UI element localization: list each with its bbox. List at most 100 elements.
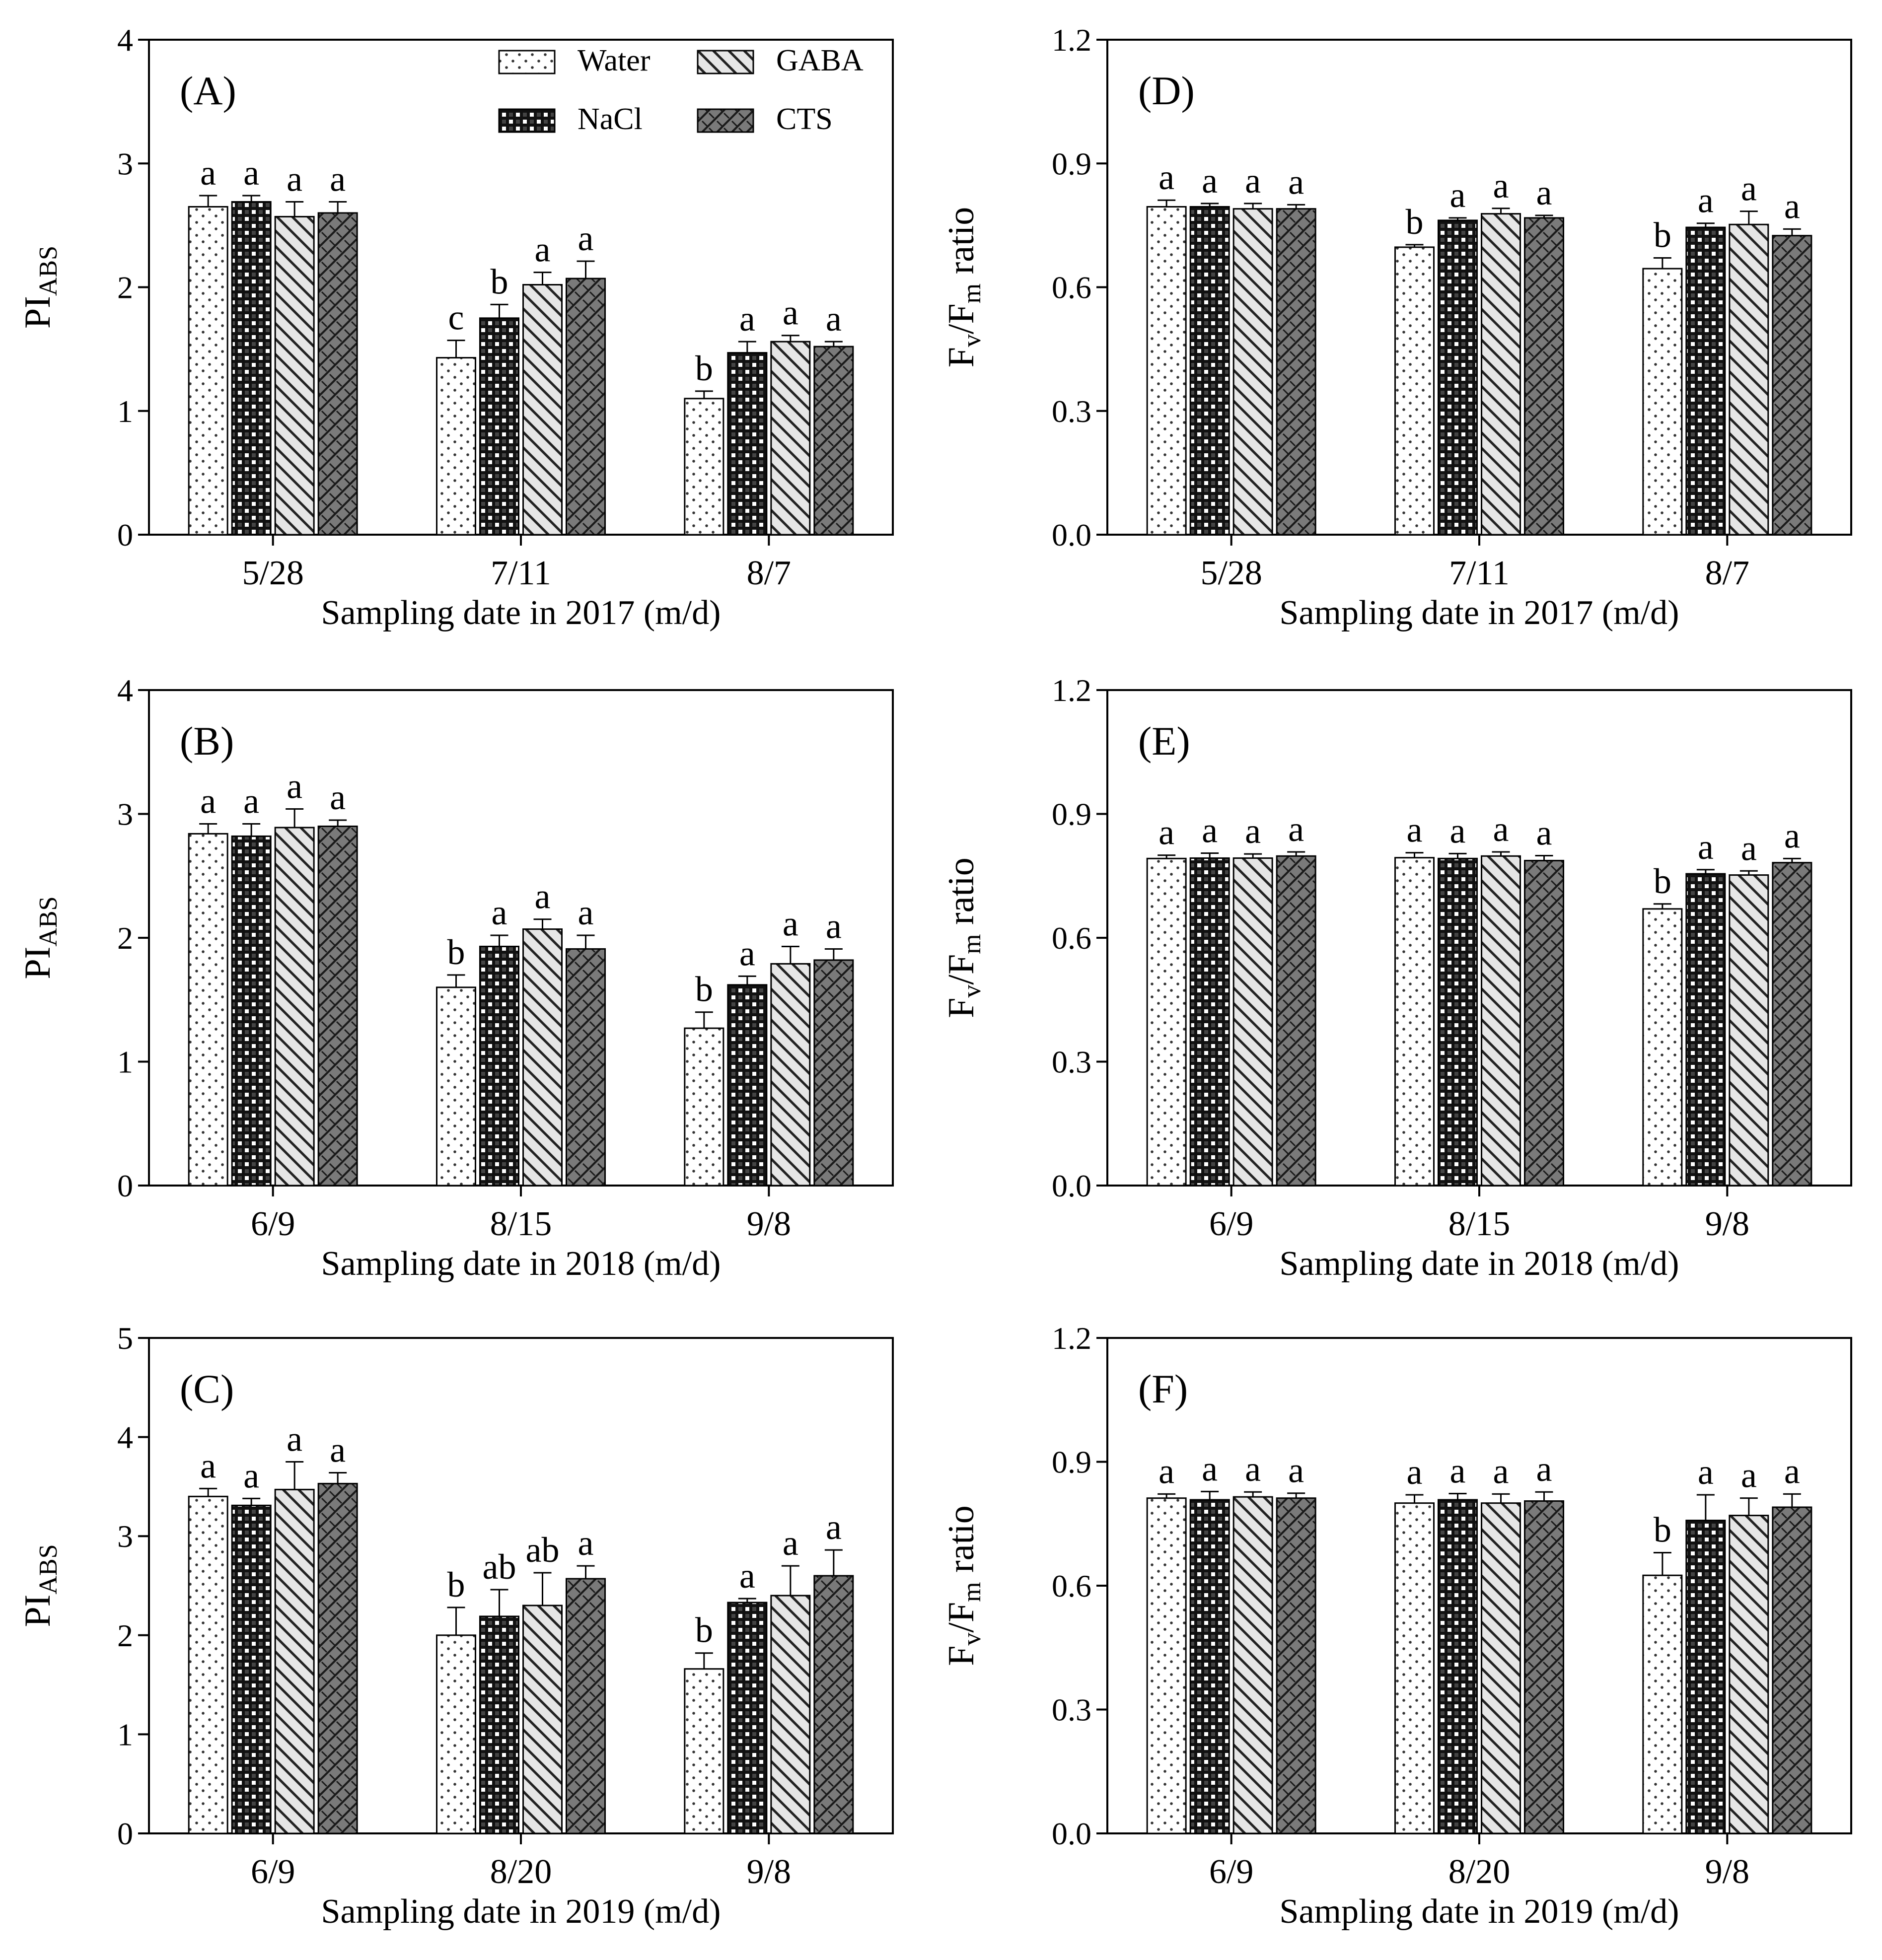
significance-letter: a [1158,813,1174,852]
bar-water [684,398,724,536]
bar-gaba [770,963,811,1187]
significance-letter: a [287,1419,302,1459]
significance-letter: a [1741,828,1757,868]
y-tick-label: 0.9 [1052,146,1091,181]
y-tick-label: 1 [117,1045,133,1080]
y-tick-label: 0.6 [1052,920,1091,956]
bar-cts [813,1575,854,1834]
bar-water [188,833,228,1187]
significance-letter: c [448,298,464,338]
x-tick-label: 9/8 [1705,1853,1749,1891]
y-axis-label-part: PI [17,1595,58,1627]
significance-letter: a [243,153,259,193]
significance-letter: a [783,293,798,333]
bar-cts [566,278,606,536]
bar-nacl [1189,857,1230,1187]
bar-cts [1276,208,1316,536]
significance-letter: a [1536,813,1552,852]
bar-nacl [1189,1499,1230,1834]
bar-gaba [1729,1515,1769,1834]
y-axis-label-part: F [941,1646,982,1666]
x-tick-label: 7/11 [1449,554,1510,592]
significance-letter: a [1784,1451,1800,1491]
y-tick-label: 1 [117,1717,133,1752]
bar-water [1642,268,1683,536]
x-tick-label: 6/9 [1209,1205,1253,1243]
x-axis-label: Sampling date in 2017 (m/d) [1280,594,1679,632]
significance-letter: b [695,349,713,388]
bar-nacl [727,352,768,536]
y-axis-label-part: ratio [941,1505,982,1582]
significance-letter: a [578,218,594,258]
significance-letter: a [1407,810,1423,850]
y-axis-label-part: PI [17,947,58,980]
y-axis-label-part: v [958,1633,986,1646]
significance-letter: a [1450,1451,1466,1491]
significance-letter: a [1288,162,1304,202]
legend-swatch [697,108,754,133]
bar-cts [1524,859,1564,1187]
bar-water [188,1495,228,1834]
x-axis-label: Sampling date in 2018 (m/d) [1280,1245,1679,1283]
y-tick-label: 0.0 [1052,517,1091,553]
significance-letter: a [826,1507,842,1547]
y-tick-label: 0 [117,1168,133,1203]
bar-cts [1772,1506,1812,1834]
significance-letter: b [447,932,465,972]
y-axis-label: PIABS [17,897,63,980]
bar-gaba [770,1595,811,1834]
bar-cts [566,948,606,1187]
panel-label: (F) [1138,1366,1188,1411]
bar-water [436,357,476,536]
bar-water [1146,1497,1187,1834]
legend: Water GABA NaCl CTS [498,44,864,136]
bar-cts [813,346,854,536]
y-axis-label-part: F [941,998,982,1018]
y-axis-label: PIABS [17,1544,63,1627]
bar-nacl [1685,226,1726,536]
bar-gaba [1481,213,1521,536]
bar-nacl [479,1615,519,1834]
bar-cts [566,1578,606,1834]
bar-gaba [522,1605,563,1834]
bar-nacl [1685,873,1726,1187]
y-axis-label-part: /F [941,303,982,334]
bar-gaba [1729,874,1769,1187]
bar-water [684,1668,724,1834]
bar-gaba [522,928,563,1187]
y-tick-label: 0.6 [1052,1568,1091,1604]
significance-letter: a [826,906,842,946]
y-tick-label: 2 [117,920,133,956]
significance-letter: a [200,781,216,821]
y-axis-label-part: v [958,334,986,347]
legend-entry-nacl: NaCl [498,102,643,136]
legend-label: Water [578,44,651,77]
y-tick-label: 0.3 [1052,1692,1091,1728]
bar-water [684,1027,724,1187]
bar-nacl [1189,206,1230,536]
bar-cts [1276,855,1316,1187]
significance-letter: b [695,970,713,1009]
bar-water [1642,908,1683,1187]
significance-letter: a [739,933,755,973]
significance-letter: a [826,299,842,339]
bar-cts [1524,1500,1564,1834]
y-axis-label-part: /F [941,1602,982,1633]
y-tick-label: 1.2 [1052,673,1091,708]
x-axis-label: Sampling date in 2017 (m/d) [321,594,721,632]
bar-nacl [479,945,519,1187]
x-tick-label: 6/9 [251,1853,295,1891]
y-axis-label-part: m [958,934,986,954]
legend-swatch [498,108,556,133]
x-tick-label: 8/15 [490,1205,552,1243]
bar-nacl [479,317,519,536]
bar-nacl [727,984,768,1187]
bar-cts [317,1482,358,1834]
significance-letter: a [1245,811,1261,851]
bar-gaba [1232,1496,1273,1834]
significance-letter: a [1450,175,1466,215]
